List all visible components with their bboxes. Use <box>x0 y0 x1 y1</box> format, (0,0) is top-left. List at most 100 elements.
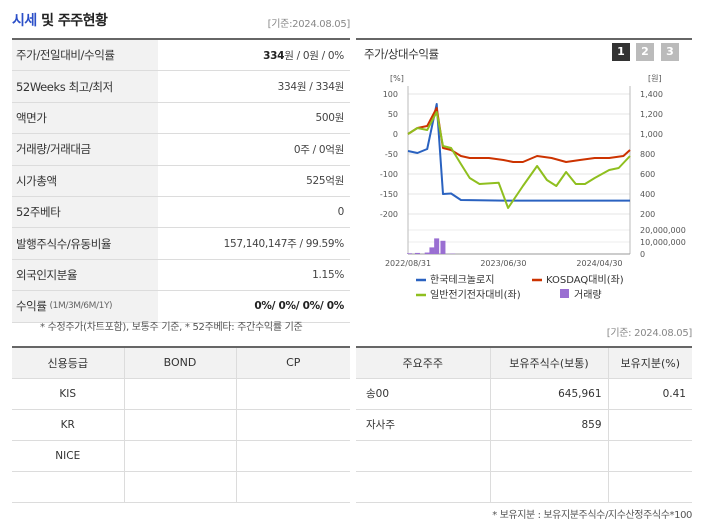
shares-row: 발행주식수/유동비율 157,140,147주 / 99.59% <box>12 228 350 260</box>
face-value-row: 액면가 500원 <box>12 102 350 135</box>
left-axis-tick: -100 <box>380 170 398 179</box>
price-row: 주가/전일대비/수익률 334원 / 0원 / 0% <box>12 40 350 72</box>
shareholder-header-name: 주요주주 <box>356 348 490 379</box>
x-axis-tick: 2024/04/30 <box>576 259 622 268</box>
shareholder-shares: 859 <box>489 409 608 441</box>
legend-label: 한국테크놀로지 <box>430 274 494 286</box>
volume-axis-tick: 20,000,000 <box>640 226 686 235</box>
price-row-value: 334원 / 0원 / 0% <box>263 49 344 62</box>
price-info-table: 주가/전일대비/수익률 334원 / 0원 / 0% 52Weeks 최고/최저… <box>12 38 350 323</box>
x-axis-tick: 2023/06/30 <box>480 259 526 268</box>
table-row <box>356 440 692 472</box>
shareholder-shares <box>489 471 608 503</box>
credit-header-agency: 신용등급 <box>12 348 124 379</box>
chart-period-button-2[interactable]: 2 <box>636 43 654 61</box>
credit-agency <box>12 471 124 503</box>
52week-row-label: 52Weeks 최고/최저 <box>12 71 158 102</box>
relative-return-chart: [%] [원] 100 50 0 -50 -100 -150 -200 1,400 1,200 1,0… <box>380 74 686 301</box>
legend-label: 거래량 <box>574 289 602 301</box>
reference-date: [기준:2024.08.05] <box>267 19 351 30</box>
volume-row: 거래량/거래대금 0주 / 0억원 <box>12 134 350 166</box>
shareholder-name: 자사주 <box>356 409 490 441</box>
section-title: 시세 및 주주현황 <box>12 10 108 30</box>
credit-cp <box>235 409 350 441</box>
chart-period-button-3[interactable]: 3 <box>661 43 679 61</box>
left-axis-tick: -50 <box>385 150 398 159</box>
right-axis-tick: 1,400 <box>640 90 663 99</box>
credit-agency: NICE <box>12 440 124 472</box>
shareholder-header-shares: 보유주식수(보통) <box>489 348 608 379</box>
foreign-ratio-row: 외국인지분율 1.15% <box>12 259 350 292</box>
left-axis-tick: 50 <box>388 110 398 119</box>
volume-label: 거래량/거래대금 <box>12 134 158 165</box>
shareholder-shares: 645,961 <box>489 378 608 410</box>
shares-value: 157,140,147주 / 99.59% <box>223 238 345 251</box>
face-value-label: 액면가 <box>12 102 158 134</box>
shareholder-shares <box>489 440 608 472</box>
shareholder-ratio <box>607 471 692 503</box>
shareholder-ratio: 0.41 <box>607 378 692 410</box>
right-axis-tick: 1,200 <box>640 110 663 119</box>
52week-row-value: 334원 / 334원 <box>277 81 345 94</box>
credit-bond <box>123 378 236 410</box>
chart-title: 주가/상대수익률 <box>364 47 439 61</box>
credit-cp <box>235 378 350 410</box>
table-row: KR <box>12 409 350 441</box>
volume-bar <box>440 240 446 254</box>
legend-label: KOSDAQ대비(좌) <box>546 274 624 286</box>
beta-label: 52주베타 <box>12 196 158 228</box>
title-highlight: 시세 <box>12 13 37 29</box>
shareholder-footnote: * 보유지분 : 보유지분주식수/지수산정주식수*100 <box>492 510 692 521</box>
shareholder-header-ratio: 보유지분(%) <box>607 348 692 379</box>
volume-bar <box>424 252 430 254</box>
volume-axis-tick: 0 <box>640 250 645 259</box>
chart-panel <box>356 38 692 317</box>
shareholder-ratio <box>607 440 692 472</box>
series-line-2 <box>407 111 631 209</box>
shareholder-name <box>356 471 490 503</box>
chart-period-button-1[interactable]: 1 <box>612 43 630 61</box>
table-row: 송00 645,961 0.41 <box>356 378 692 410</box>
credit-agency: KR <box>12 409 124 441</box>
shareholder-name: 송00 <box>356 378 490 410</box>
right-axis-tick: 400 <box>640 190 655 199</box>
volume-bar <box>407 253 413 254</box>
right-axis-tick: 600 <box>640 170 655 179</box>
foreign-ratio-label: 외국인지분율 <box>12 259 158 291</box>
right-axis-tick: 800 <box>640 150 655 159</box>
volume-bar <box>414 252 420 254</box>
left-axis-tick: -200 <box>380 210 398 219</box>
x-axis-tick: 2022/08/31 <box>385 259 431 268</box>
credit-bond <box>123 440 236 472</box>
table-row: NICE <box>12 440 350 472</box>
return-label: 수익률 (1M/3M/6M/1Y) <box>12 291 158 322</box>
beta-row: 52주베타 0 <box>12 196 350 229</box>
beta-value: 0 <box>337 206 345 219</box>
market-cap-value: 525억원 <box>306 175 344 188</box>
price-footnote: * 수정주가(차트포함), 보통주 기준, * 52주베타: 주간수익률 기준 <box>40 322 303 333</box>
credit-cp <box>235 471 350 503</box>
credit-cp <box>235 440 350 472</box>
volume-bar <box>429 247 435 254</box>
foreign-ratio-value: 1.15% <box>312 268 344 281</box>
volume-axis-tick: 10,000,000 <box>640 238 686 247</box>
table-row: KIS <box>12 378 350 410</box>
legend-swatch <box>560 289 569 298</box>
credit-agency: KIS <box>12 378 124 410</box>
table-row <box>356 471 692 503</box>
legend-label: 일반전기전자대비(좌) <box>430 289 521 301</box>
right-axis-tick: 1,000 <box>640 130 663 139</box>
credit-rating-table: 신용등급 BOND CP KIS KR NICE <box>12 346 350 503</box>
shareholder-ratio <box>607 409 692 441</box>
credit-header-cp: CP <box>235 348 350 379</box>
return-row: 수익률 (1M/3M/6M/1Y) 0%/ 0%/ 0%/ 0% <box>12 291 350 323</box>
left-axis-tick: 0 <box>393 130 398 139</box>
right-axis-tick: 200 <box>640 210 655 219</box>
market-cap-row: 시가총액 525억원 <box>12 165 350 197</box>
volume-bar <box>434 238 440 254</box>
credit-bond <box>123 471 236 503</box>
title-rest: 및 주주현황 <box>36 13 108 29</box>
market-cap-label: 시가총액 <box>12 165 158 196</box>
credit-bond <box>123 409 236 441</box>
series-line-0 <box>407 103 630 202</box>
